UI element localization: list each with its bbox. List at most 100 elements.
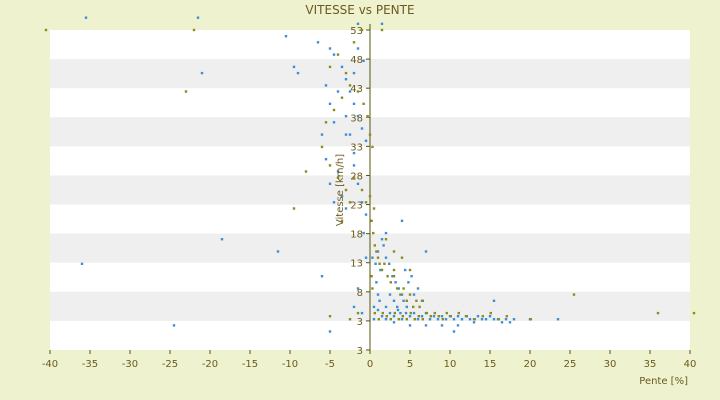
- data-point: [380, 22, 384, 25]
- data-point: [384, 305, 388, 309]
- data-point: [412, 305, 415, 309]
- data-point: [460, 318, 464, 321]
- data-point: [348, 318, 352, 321]
- y-tick-label: 3: [357, 317, 363, 328]
- data-point: [376, 308, 380, 312]
- data-point: [328, 182, 332, 185]
- data-point: [370, 275, 373, 278]
- data-point: [400, 318, 404, 321]
- data-point: [412, 293, 416, 296]
- data-point: [384, 256, 388, 259]
- data-point: [508, 321, 512, 324]
- data-point: [424, 324, 428, 327]
- y-tick-label: 33: [350, 142, 363, 153]
- data-point: [400, 256, 404, 259]
- data-point: [364, 201, 368, 204]
- data-point: [402, 287, 405, 290]
- data-point: [392, 275, 396, 278]
- data-point: [344, 207, 348, 210]
- y-tick-label: 38: [350, 113, 363, 124]
- data-point: [373, 244, 376, 247]
- x-tick-label: -25: [162, 359, 178, 370]
- data-point: [489, 311, 492, 315]
- data-point: [352, 71, 356, 75]
- data-point: [429, 315, 432, 318]
- data-point: [371, 287, 374, 290]
- data-point: [381, 311, 384, 315]
- x-tick-label: 10: [444, 359, 457, 370]
- data-point: [360, 127, 364, 130]
- x-tick-label: -15: [242, 359, 258, 370]
- y-tick-label: 3: [357, 346, 363, 357]
- x-tick-label: 5: [407, 359, 413, 370]
- data-point: [436, 318, 440, 321]
- data-point: [402, 299, 405, 302]
- data-point: [196, 16, 200, 19]
- data-point: [412, 311, 416, 315]
- data-point: [484, 318, 488, 321]
- data-point: [404, 268, 407, 272]
- data-point: [428, 318, 432, 321]
- data-point: [356, 47, 360, 50]
- data-point: [200, 71, 204, 75]
- data-point: [391, 275, 394, 278]
- data-point: [340, 219, 344, 222]
- data-point: [375, 281, 378, 284]
- data-point: [328, 315, 332, 318]
- data-point: [356, 115, 360, 118]
- data-point: [344, 133, 348, 136]
- y-tick-label: 48: [350, 55, 363, 66]
- data-point: [192, 28, 196, 32]
- data-point: [292, 207, 296, 210]
- data-point: [382, 244, 385, 247]
- data-point: [418, 305, 421, 309]
- data-point: [352, 305, 356, 309]
- data-point: [457, 311, 460, 315]
- data-point: [405, 305, 408, 309]
- x-tick-label: -5: [325, 359, 335, 370]
- data-point: [379, 268, 382, 272]
- data-point: [375, 250, 378, 253]
- data-point: [432, 315, 436, 318]
- data-point: [276, 250, 280, 253]
- data-point: [392, 299, 396, 302]
- data-point: [473, 318, 476, 321]
- data-point: [476, 315, 480, 318]
- data-point: [372, 318, 376, 321]
- data-point: [472, 321, 476, 324]
- data-point: [380, 238, 384, 241]
- data-point: [421, 299, 424, 302]
- data-point: [360, 28, 364, 32]
- y-tick-label: 28: [350, 171, 363, 182]
- data-point: [397, 318, 400, 321]
- y-tick-label: 13: [350, 259, 363, 270]
- data-point: [284, 35, 288, 38]
- data-point: [328, 65, 332, 69]
- data-point: [392, 315, 396, 318]
- data-point: [504, 318, 508, 321]
- data-point: [500, 321, 504, 324]
- data-point: [437, 315, 440, 318]
- data-point: [456, 315, 460, 318]
- data-point: [376, 250, 380, 253]
- data-point: [512, 318, 516, 321]
- x-tick-label: -30: [122, 359, 138, 370]
- data-point: [324, 121, 328, 124]
- data-point: [220, 238, 224, 241]
- data-point: [389, 318, 392, 321]
- data-point: [172, 324, 176, 327]
- data-point: [372, 231, 375, 235]
- data-point: [383, 262, 386, 265]
- data-point: [332, 53, 336, 56]
- data-point: [348, 133, 352, 136]
- data-point: [376, 293, 380, 296]
- data-point: [433, 311, 436, 315]
- data-point: [348, 90, 352, 93]
- data-point: [324, 84, 328, 87]
- data-point: [360, 311, 364, 315]
- data-point: [405, 299, 408, 302]
- data-point: [360, 188, 364, 192]
